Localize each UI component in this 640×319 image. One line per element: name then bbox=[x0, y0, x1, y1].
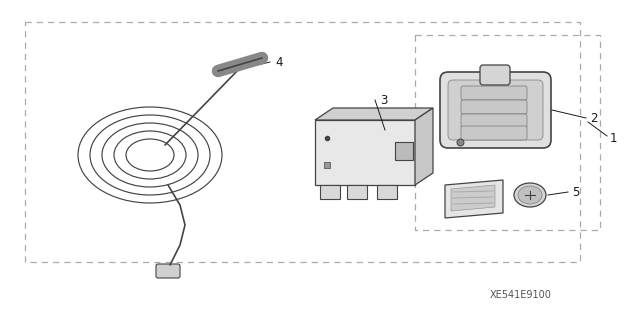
FancyBboxPatch shape bbox=[320, 185, 340, 199]
FancyBboxPatch shape bbox=[448, 80, 543, 140]
FancyBboxPatch shape bbox=[461, 114, 527, 128]
FancyBboxPatch shape bbox=[461, 126, 527, 140]
FancyBboxPatch shape bbox=[461, 86, 527, 100]
Polygon shape bbox=[315, 108, 433, 120]
Polygon shape bbox=[445, 180, 503, 218]
Text: 2: 2 bbox=[590, 112, 598, 124]
Bar bbox=[415, 35, 600, 230]
FancyBboxPatch shape bbox=[377, 185, 397, 199]
Text: XE541E9100: XE541E9100 bbox=[490, 290, 552, 300]
Text: 1: 1 bbox=[610, 131, 618, 145]
FancyBboxPatch shape bbox=[156, 264, 180, 278]
FancyBboxPatch shape bbox=[347, 185, 367, 199]
FancyBboxPatch shape bbox=[395, 142, 413, 160]
FancyBboxPatch shape bbox=[315, 120, 415, 185]
Text: 4: 4 bbox=[275, 56, 282, 69]
Polygon shape bbox=[451, 185, 495, 211]
FancyBboxPatch shape bbox=[480, 65, 510, 85]
Ellipse shape bbox=[518, 186, 542, 204]
Text: 5: 5 bbox=[572, 186, 579, 198]
Text: 3: 3 bbox=[380, 93, 387, 107]
Ellipse shape bbox=[514, 183, 546, 207]
Bar bbox=[25, 22, 580, 262]
FancyBboxPatch shape bbox=[440, 72, 551, 148]
FancyBboxPatch shape bbox=[461, 100, 527, 114]
Polygon shape bbox=[415, 108, 433, 185]
